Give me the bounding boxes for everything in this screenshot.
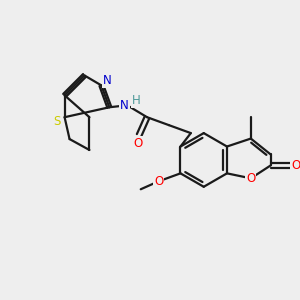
Text: O: O bbox=[154, 175, 163, 188]
Text: N: N bbox=[120, 99, 129, 112]
Text: O: O bbox=[134, 136, 143, 149]
Text: H: H bbox=[132, 94, 140, 107]
Text: O: O bbox=[291, 159, 300, 172]
Text: S: S bbox=[53, 115, 60, 128]
Text: N: N bbox=[103, 74, 112, 87]
Text: O: O bbox=[246, 172, 255, 185]
